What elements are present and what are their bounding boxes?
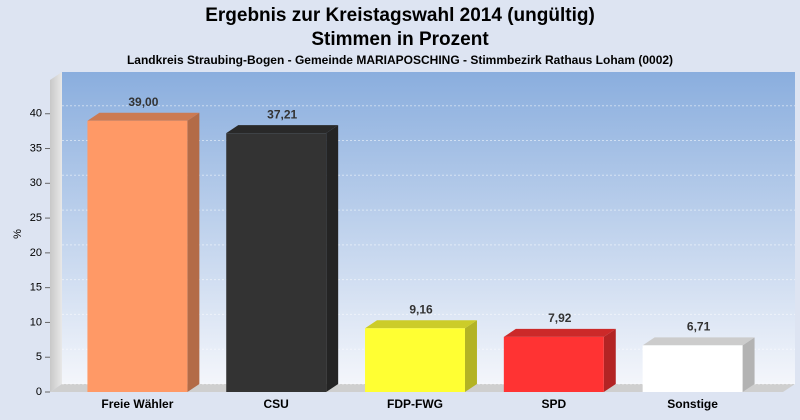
bar bbox=[642, 345, 743, 392]
x-tick-label: Sonstige bbox=[667, 397, 718, 411]
y-tick-label: 20 bbox=[30, 247, 42, 259]
value-label: 7,92 bbox=[548, 311, 572, 325]
bar-top bbox=[365, 320, 477, 329]
bar-side bbox=[464, 320, 477, 392]
y-tick-label: 30 bbox=[30, 177, 42, 189]
y-tick-label: 40 bbox=[30, 108, 42, 120]
chart-title: Ergebnis zur Kreistagswahl 2014 (ungülti… bbox=[205, 5, 595, 26]
x-tick-label: CSU bbox=[264, 397, 289, 411]
value-label: 6,71 bbox=[687, 319, 711, 333]
y-tick-label: 15 bbox=[30, 282, 42, 294]
y-tick-label: 35 bbox=[30, 142, 42, 154]
bar bbox=[87, 120, 188, 393]
y-tick-label: 25 bbox=[30, 212, 42, 224]
y-tick-label: 10 bbox=[30, 316, 42, 328]
x-tick-label: FDP-FWG bbox=[387, 397, 443, 411]
bar bbox=[503, 336, 604, 392]
bar-top bbox=[642, 337, 755, 346]
y-tick-label: 0 bbox=[36, 386, 42, 398]
value-label: 9,16 bbox=[409, 302, 433, 316]
x-tick-label: Freie Wähler bbox=[101, 397, 173, 411]
bar-top bbox=[503, 328, 616, 337]
bar-side bbox=[603, 328, 616, 392]
bar-side bbox=[326, 125, 339, 392]
plot-wall bbox=[50, 72, 62, 392]
chart-caption: Landkreis Straubing-Bogen - Gemeinde MAR… bbox=[127, 53, 673, 67]
bar bbox=[226, 133, 327, 392]
bar-top bbox=[87, 112, 200, 121]
chart-subtitle: Stimmen in Prozent bbox=[311, 29, 489, 50]
x-tick-label: SPD bbox=[541, 397, 566, 411]
y-tick-label: 5 bbox=[36, 351, 42, 363]
value-label: 37,21 bbox=[267, 107, 297, 121]
bar-side bbox=[187, 112, 200, 393]
y-axis-label: % bbox=[12, 229, 24, 239]
value-label: 39,00 bbox=[128, 95, 158, 109]
bar bbox=[365, 328, 465, 392]
bar-side bbox=[742, 337, 755, 392]
bar-top bbox=[226, 125, 339, 134]
